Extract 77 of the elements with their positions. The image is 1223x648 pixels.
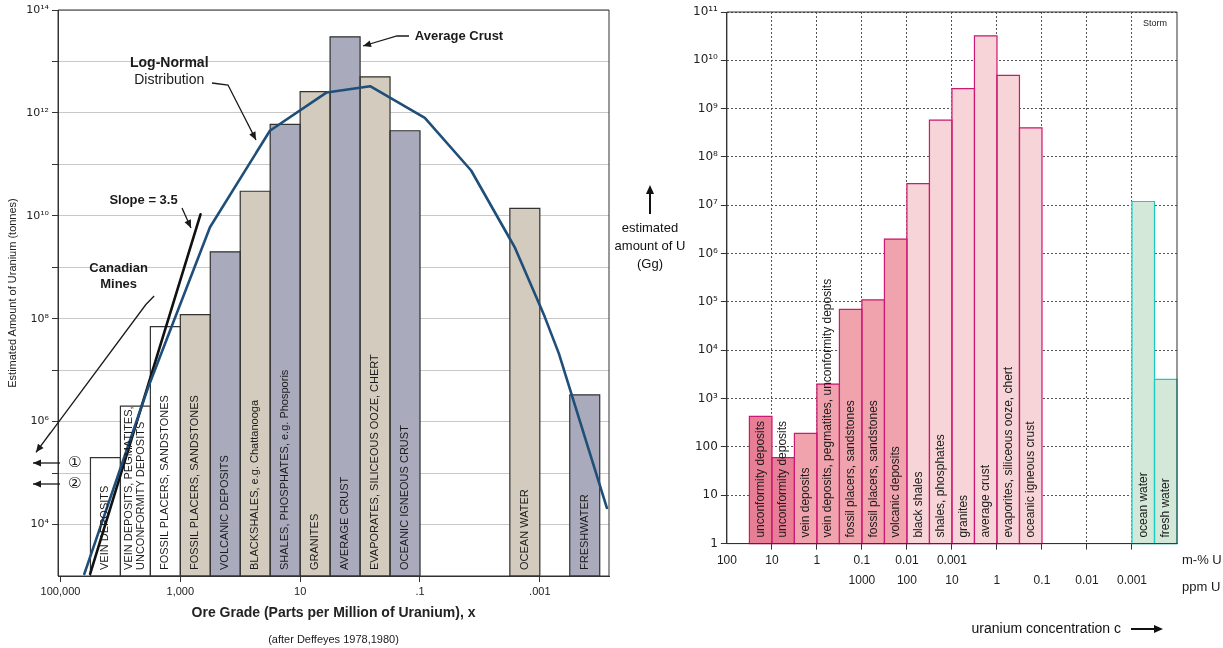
annotation: ② xyxy=(67,473,82,492)
annotation: AVERAGE CRUST xyxy=(338,476,351,570)
y-tick-label: 10⁸ xyxy=(30,311,50,325)
y-tick-label: 10¹⁰ xyxy=(26,208,50,222)
y-tick-label: 10¹² xyxy=(26,105,50,119)
x-tick-label: 10 xyxy=(945,573,959,588)
x-axis-title: uranium concentration c xyxy=(971,620,1121,636)
text: (after Deffeyes 1978,1980) xyxy=(268,633,399,646)
text: 1 xyxy=(813,552,821,567)
annotation: Log-Normal Distribution xyxy=(129,54,209,88)
x-tick-label: 10 xyxy=(294,584,307,597)
y-tick-label: 10⁸ xyxy=(697,149,719,164)
x-tick-label: 100 xyxy=(896,573,918,588)
y-tick-label: 10⁴ xyxy=(30,517,50,531)
annotation: shales, phosphates xyxy=(932,434,947,538)
y-tick-label: 10⁴ xyxy=(697,342,719,357)
annotation: black shales xyxy=(910,471,925,538)
annotation: unconformity deposits xyxy=(775,420,790,538)
annotation: ① xyxy=(67,452,82,471)
annotation: vein deposits xyxy=(797,467,812,538)
annotation: fossil placers, sandstones xyxy=(865,400,880,538)
annotation: ocean water xyxy=(1135,472,1150,538)
annotation: fossil placers, sandstones xyxy=(842,400,857,538)
y-tick-label: 10¹⁴ xyxy=(26,2,50,16)
text: ppm U xyxy=(1182,579,1221,595)
x-tick-label: 0.1 xyxy=(1033,573,1051,588)
y-tick-label: 10¹¹ xyxy=(693,4,719,19)
text: 0.1 xyxy=(853,552,871,567)
annotation: FOSSIL PLACERS, SANDSTONES xyxy=(188,395,201,570)
y-tick-label: 10³ xyxy=(697,390,719,405)
annotation: vein deposits, pegmatites, unconformity deposits xyxy=(820,278,835,538)
y-tick-label: 10 xyxy=(702,487,718,502)
x-tick-label: 1 xyxy=(993,573,1001,588)
text: m-% U xyxy=(1182,552,1222,568)
annotation: volcanic deposits xyxy=(887,446,902,538)
x-axis-title: Ore Grade (Parts per Million of Uranium), x xyxy=(191,604,476,621)
text: 100 xyxy=(716,552,738,567)
annotation: evaporites, siliceous ooze, chert xyxy=(1000,366,1015,538)
x-tick-label: 100,000 xyxy=(40,584,81,597)
annotation: oceanic igneous crust xyxy=(1023,420,1038,538)
annotation: FOSSIL PLACERS, SANDSTONES xyxy=(158,395,171,570)
y-tick-label: 10⁶ xyxy=(697,245,719,260)
y-tick-label: 10¹⁰ xyxy=(693,52,719,67)
text: 0.001 xyxy=(936,552,968,567)
annotation: unconformity deposits xyxy=(752,420,767,538)
annotation: FRESHWATER xyxy=(577,494,590,570)
x-tick-label: .1 xyxy=(415,584,425,597)
annotation: average crust xyxy=(978,464,992,538)
annotation: Slope = 3.5 xyxy=(109,191,178,207)
y-tick-label: 100 xyxy=(694,439,718,454)
annotation: Storm xyxy=(1142,18,1167,29)
x-tick-label: 1,000 xyxy=(166,584,195,597)
annotation: BLACKSHALES, e.g. Chattanooga xyxy=(248,399,261,570)
annotation: Average Crust xyxy=(414,27,504,43)
y-tick-label: 10⁶ xyxy=(30,414,50,428)
annotation: EVAPORATES, SILICEOUS OOZE, CHERT xyxy=(368,353,381,570)
annotation: granites xyxy=(955,494,970,538)
y-axis-title: Estimated Amount of Uranium (tonnes) xyxy=(5,198,18,388)
text: 0.01 xyxy=(895,552,919,567)
annotation: VOLCANIC DEPOSITS xyxy=(218,455,231,570)
y-axis-title: estimated amount of U (Gg) xyxy=(613,219,687,273)
x-tick-label: 0.01 xyxy=(1075,573,1099,588)
annotation: Canadian Mines xyxy=(89,259,148,291)
annotation: OCEAN WATER xyxy=(517,489,530,570)
annotation: GRANITES xyxy=(308,513,321,570)
annotation: SHALES, PHOSPHATES, e.g. Phosporis xyxy=(278,369,291,570)
x-tick-label: .001 xyxy=(529,584,551,597)
x-tick-label: 0.001 xyxy=(1116,573,1148,588)
y-tick-label: 10⁹ xyxy=(697,100,719,115)
text: 10 xyxy=(765,552,779,567)
x-tick-label: 1000 xyxy=(848,573,876,588)
annotation: fresh water xyxy=(1158,478,1173,538)
annotation: OCEANIC IGNEOUS CRUST xyxy=(398,424,411,570)
y-tick-label: 10⁵ xyxy=(697,294,719,309)
annotation: VEIN DEPOSITS, PEGMATITES, UNCONFORMITY DEPOSITS xyxy=(122,406,147,570)
y-tick-label: 1 xyxy=(710,535,718,550)
y-tick-label: 10⁷ xyxy=(697,197,719,212)
